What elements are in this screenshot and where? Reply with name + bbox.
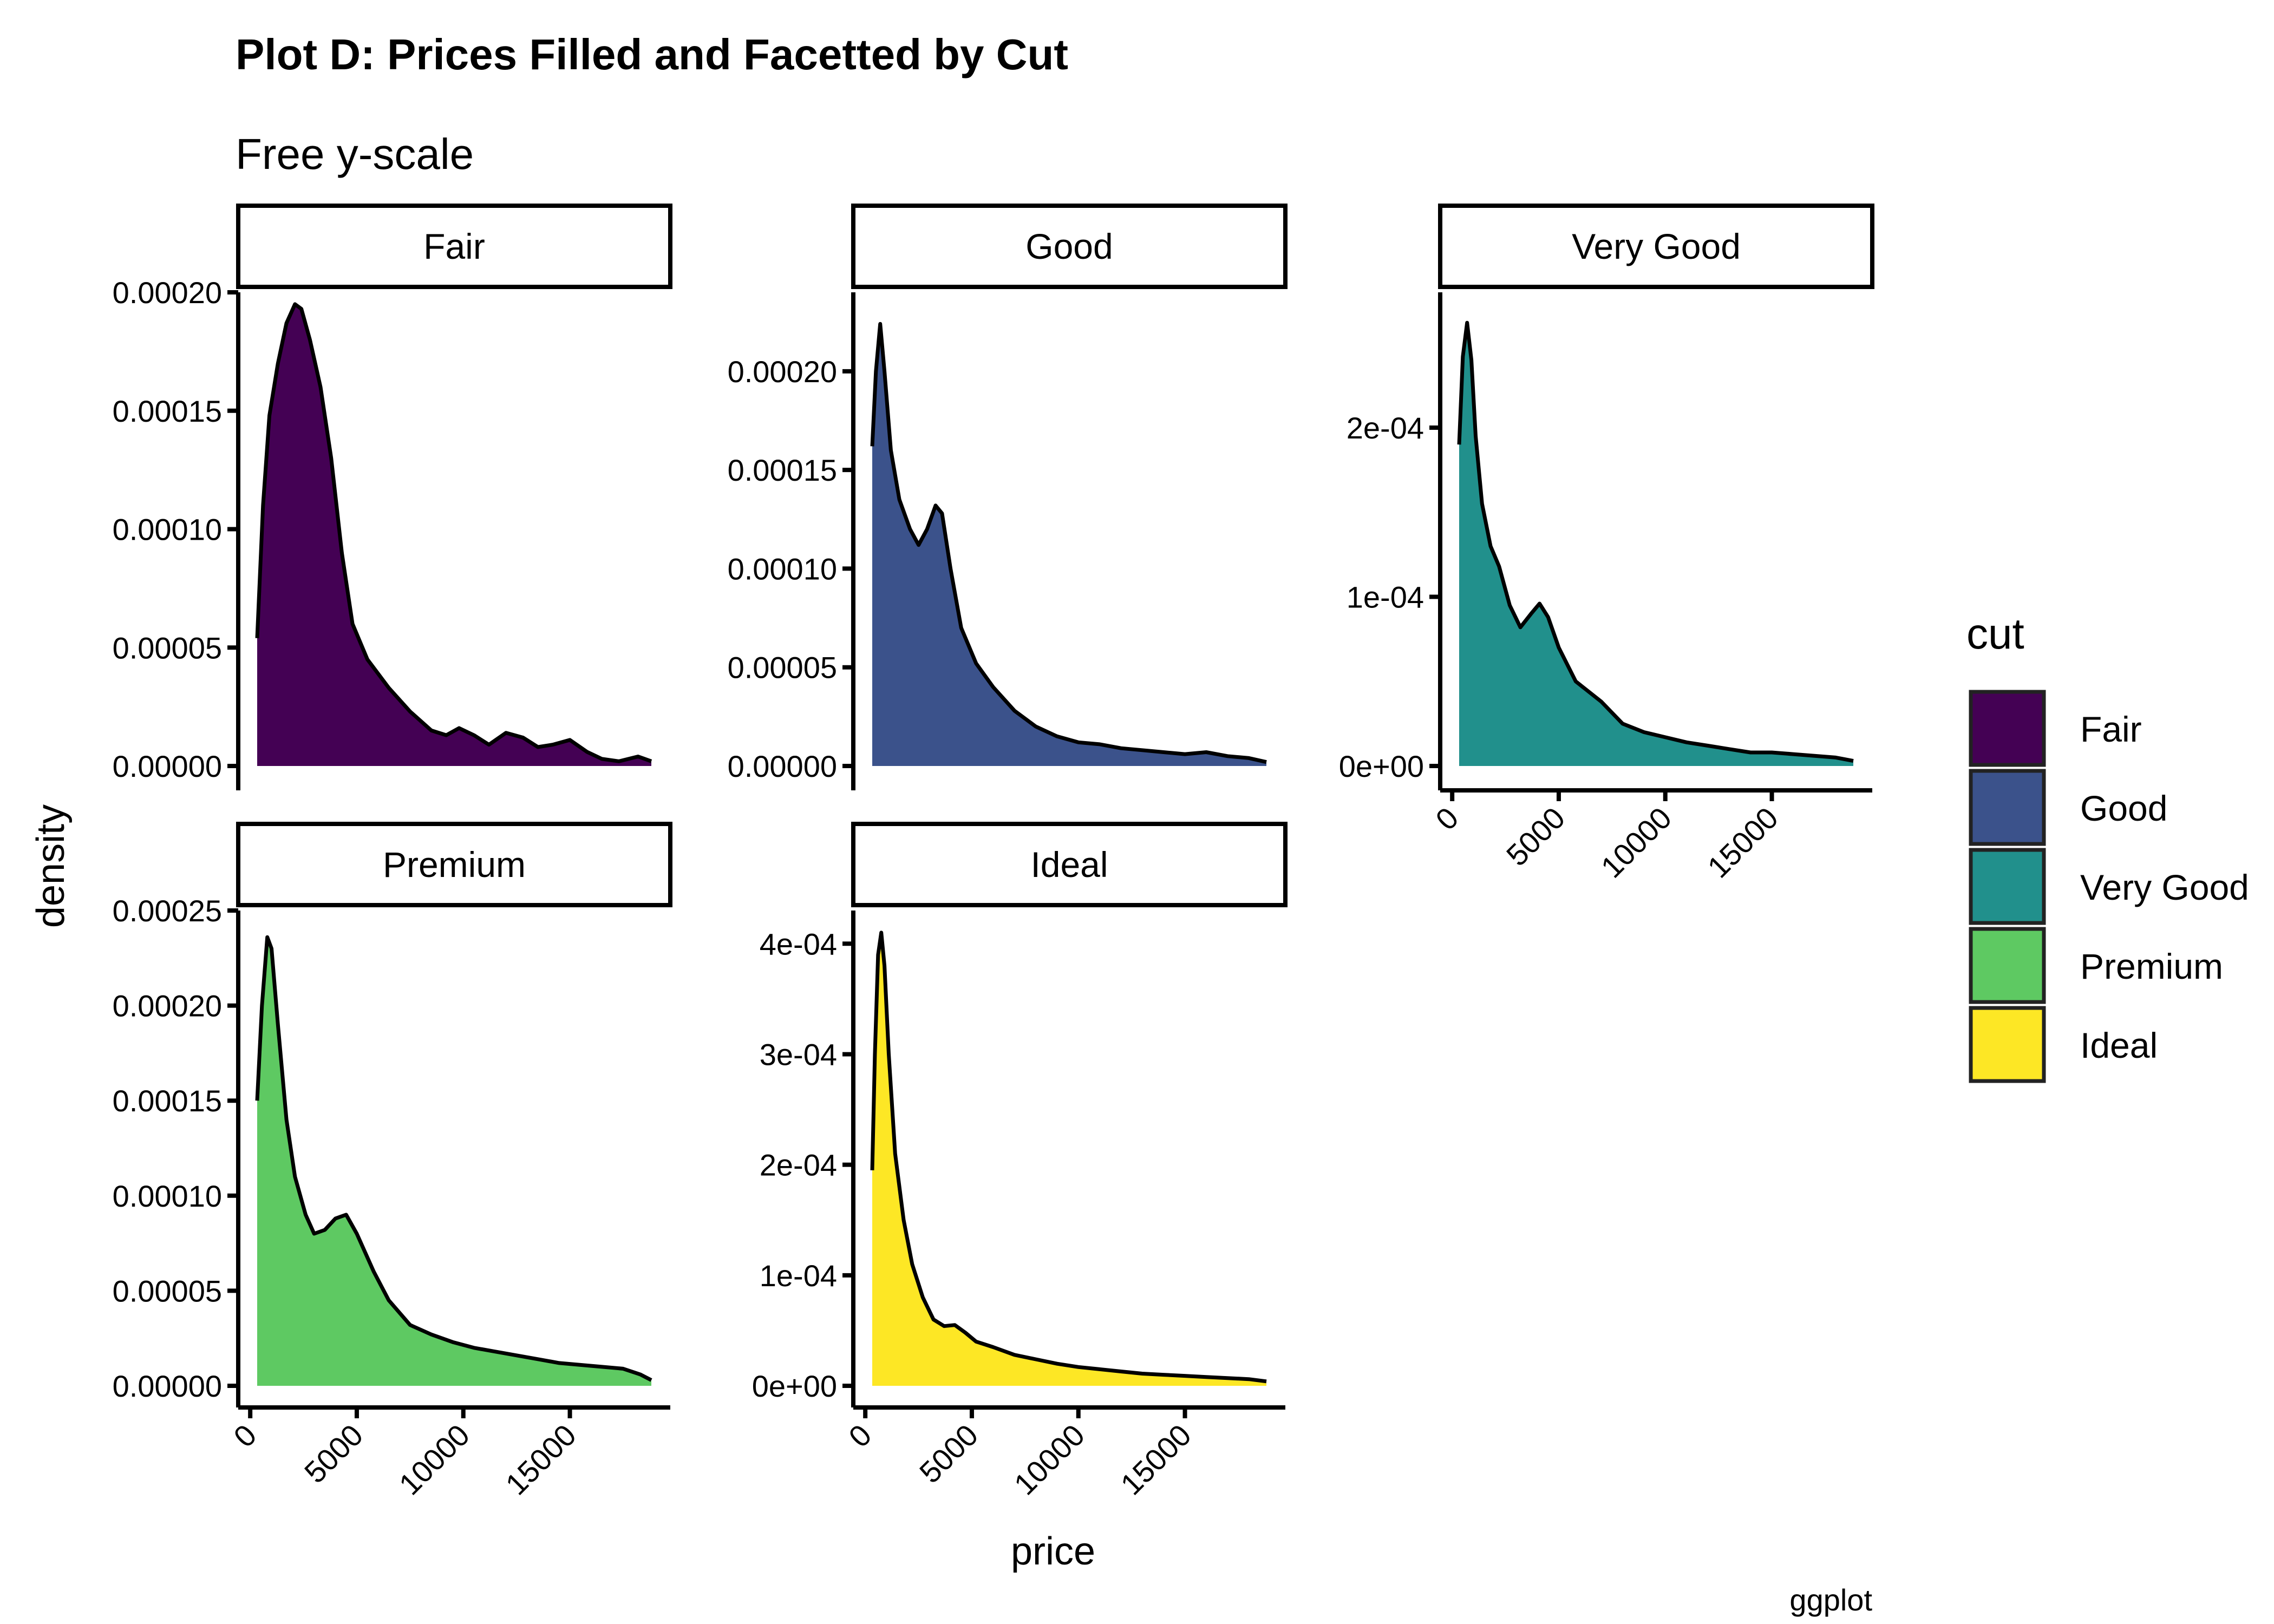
facet-strip-good (851, 204, 1288, 289)
facet-very-good: Very Good 0e+00 1e-04 2e-04 0 5000 10000 15000 (1339, 204, 1874, 885)
legend-key-fair (1969, 690, 2046, 767)
facet-label-fair: Fair (423, 226, 485, 266)
y-tick-label-very-good: 1e-04 (1347, 580, 1424, 614)
facet-label-premium: Premium (383, 844, 526, 885)
facet-premium: Premium 0.00000 0.00005 0.00010 0.00015 0.000… (113, 822, 672, 1502)
x-tick-label-ideal: 5000 (913, 1418, 985, 1490)
x-tick-label-very-good: 15000 (1701, 801, 1785, 885)
density-area-good (872, 324, 1266, 766)
legend-label-very-good: Very Good (2080, 867, 2249, 907)
x-tick-label-ideal: 10000 (1008, 1418, 1092, 1502)
y-tick-label-premium: 0.00000 (113, 1369, 222, 1403)
y-tick-label-premium: 0.00015 (113, 1084, 222, 1118)
x-tick-label-very-good: 0 (1429, 801, 1465, 837)
legend-label-good: Good (2080, 788, 2167, 828)
x-tick-label-ideal: 15000 (1114, 1418, 1198, 1502)
y-tick-label-ideal: 2e-04 (760, 1148, 837, 1182)
facet-strip-very-good (1438, 204, 1874, 289)
y-tick-label-good: 0.00005 (728, 651, 837, 685)
legend-key-premium (1969, 927, 2046, 1004)
legend-title: cut (1966, 610, 2024, 658)
facet-label-ideal: Ideal (1030, 844, 1108, 885)
density-line-very-good (1457, 320, 1854, 763)
y-tick-label-ideal: 4e-04 (760, 927, 837, 961)
facet-label-very-good: Very Good (1572, 226, 1741, 266)
x-tick-label-very-good: 5000 (1500, 801, 1572, 873)
x-tick-label-premium: 5000 (298, 1418, 370, 1490)
y-tick-label-good: 0.00010 (728, 552, 837, 586)
y-tick-label-good: 0.00015 (728, 453, 837, 487)
density-line-premium (255, 935, 652, 1382)
y-tick-label-very-good: 2e-04 (1347, 411, 1424, 445)
legend: cut Fair Good Very Good Premium Ideal (1966, 610, 2249, 1083)
facet-strip-ideal (851, 822, 1288, 907)
y-tick-label-good: 0.00000 (728, 749, 837, 783)
y-tick-label-premium: 0.00020 (113, 989, 222, 1023)
facet-panels: Fair0.000000.000050.000100.000150.00020G… (113, 204, 1874, 1502)
chart-title: Plot D: Prices Filled and Facetted by Cu… (236, 30, 1068, 78)
x-tick-label-premium: 10000 (393, 1418, 476, 1502)
y-tick-label-fair: 0.00000 (113, 749, 222, 783)
y-tick-label-very-good: 0e+00 (1339, 749, 1424, 783)
y-tick-label-ideal: 0e+00 (752, 1369, 837, 1403)
y-tick-label-fair: 0.00015 (113, 394, 222, 428)
legend-label-premium: Premium (2080, 946, 2223, 986)
y-tick-label-fair: 0.00020 (113, 276, 222, 310)
x-tick-label-ideal: 0 (842, 1418, 878, 1454)
density-line-fair (255, 302, 652, 763)
x-tick-label-premium: 15000 (499, 1418, 583, 1502)
caption: ggplot (1789, 1583, 1872, 1617)
facet-fair: Fair 0.00000 0.00005 0.00010 0.00015 0.00020 (113, 204, 672, 790)
facet-ideal: Ideal 0e+00 1e-04 2e-04 3e-04 4e-04 0 5000 10000… (752, 822, 1288, 1502)
density-line-good (870, 322, 1267, 764)
y-tick-label-premium: 0.00025 (113, 894, 222, 928)
facet-label-good: Good (1025, 226, 1113, 266)
y-axis-title: density (29, 804, 73, 928)
legend-label-ideal: Ideal (2080, 1025, 2158, 1065)
legend-label-fair: Fair (2080, 709, 2142, 749)
y-tick-label-ideal: 3e-04 (760, 1037, 837, 1071)
chart-subtitle: Free y-scale (236, 130, 474, 178)
legend-key-very-good (1969, 848, 2046, 925)
density-area-ideal (872, 932, 1266, 1386)
y-tick-label-fair: 0.00010 (113, 513, 222, 547)
facet-strip-fair (236, 204, 672, 289)
legend-items: Fair Good Very Good Premium Ideal (1969, 690, 2249, 1083)
x-tick-label-premium: 0 (227, 1418, 263, 1454)
x-axis-title: price (1011, 1530, 1095, 1573)
facet-strip-premium (236, 822, 672, 907)
legend-key-ideal (1969, 1006, 2046, 1083)
legend-key-good (1969, 769, 2046, 846)
density-area-fair (257, 304, 651, 766)
x-tick-label-very-good: 10000 (1595, 801, 1678, 885)
y-tick-label-fair: 0.00005 (113, 631, 222, 665)
y-tick-label-good: 0.00020 (728, 355, 837, 389)
y-tick-label-premium: 0.00005 (113, 1274, 222, 1308)
density-line-ideal (870, 931, 1267, 1384)
density-area-very-good (1459, 323, 1853, 766)
y-tick-label-premium: 0.00010 (113, 1179, 222, 1213)
density-area-premium (257, 937, 651, 1386)
facet-good: Good 0.00000 0.00005 0.00010 0.00015 0.00020 (728, 204, 1288, 790)
y-tick-label-ideal: 1e-04 (760, 1259, 837, 1293)
